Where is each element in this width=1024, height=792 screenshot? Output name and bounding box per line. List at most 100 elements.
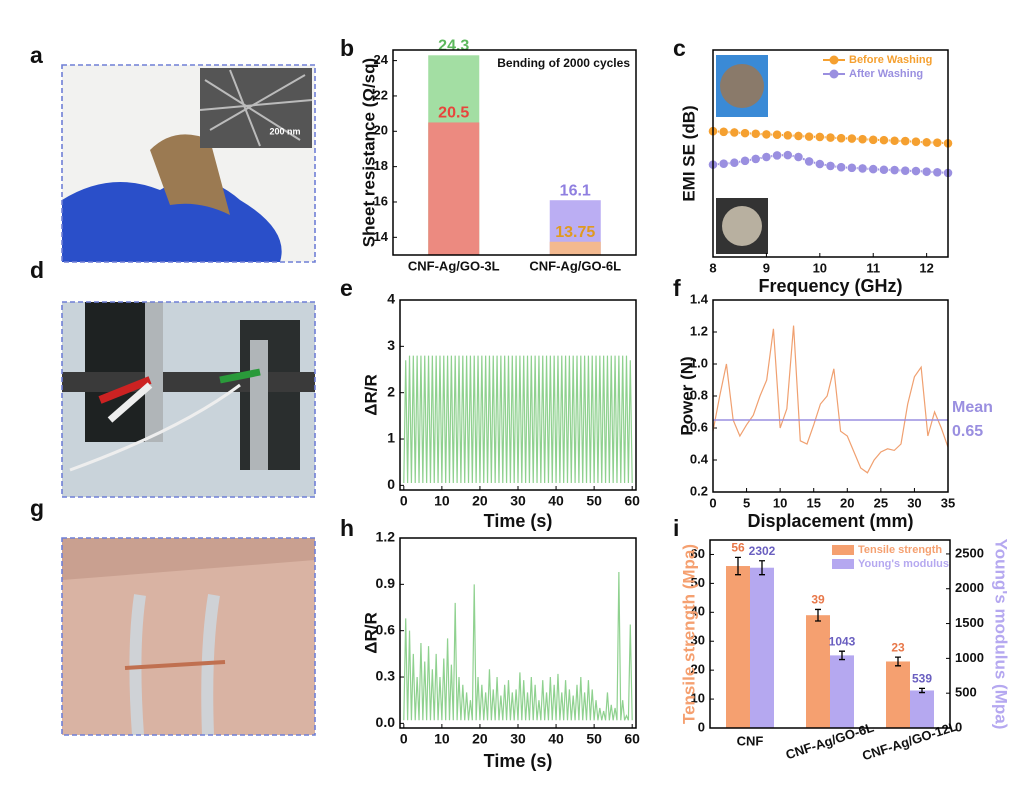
- x-tick-label: 0: [400, 493, 408, 509]
- plot-frame: [392, 49, 637, 256]
- y-tick-label: 1: [387, 430, 395, 446]
- x-tick-label: 60: [624, 493, 640, 509]
- marker: [718, 126, 729, 137]
- marker: [761, 129, 772, 140]
- marker: [836, 162, 847, 173]
- y-tick-label: 1.4: [690, 291, 709, 306]
- x-tick-label: 12: [919, 260, 933, 275]
- annotation: Bending of 2000 cycles: [497, 56, 630, 70]
- y-tick-label: 0.4: [690, 451, 709, 466]
- error-bar: [735, 556, 741, 576]
- x-axis-label: Time (s): [484, 511, 553, 531]
- value-label: 16.1: [560, 182, 591, 199]
- y-tick-label: 40: [691, 604, 705, 619]
- line: [712, 325, 949, 474]
- y-tick-label: 0: [698, 719, 705, 734]
- marker: [729, 157, 740, 168]
- marker: [750, 128, 761, 139]
- x-tick-label: 10: [773, 495, 787, 510]
- marker: [740, 128, 750, 139]
- y-tick-label: 0.2: [690, 483, 708, 498]
- photo-g: [61, 537, 316, 736]
- x-tick-label: 0: [400, 731, 408, 747]
- y-tick-label: 0.3: [376, 668, 396, 684]
- value-label: 39: [811, 593, 825, 607]
- marker: [793, 152, 804, 162]
- y-tick-label: 18: [374, 158, 388, 173]
- panel-label: d: [30, 257, 44, 283]
- x-tick-label: 40: [548, 493, 564, 509]
- error-bar: [759, 560, 765, 576]
- y-tick-label: 30: [691, 633, 705, 648]
- marker: [868, 164, 879, 175]
- y-tick-label: 14: [374, 229, 389, 244]
- marker: [911, 136, 921, 147]
- plot-frame: [712, 49, 949, 258]
- marker: [900, 165, 911, 176]
- marker: [825, 161, 836, 171]
- y2-tick-label: 1500: [955, 615, 984, 630]
- x-tick-label: 40: [548, 731, 564, 747]
- marker: [889, 135, 900, 146]
- plot-frame: [399, 299, 637, 491]
- x-tick-label: 50: [586, 493, 602, 509]
- x-tick-label: CNF: [737, 733, 764, 748]
- value-label: 56: [731, 541, 745, 555]
- marker: [729, 127, 740, 138]
- value-label: 24.3: [438, 38, 469, 55]
- y2-tick-label: 500: [955, 685, 977, 700]
- marker: [836, 133, 847, 144]
- marker: [846, 133, 857, 144]
- x-axis-label: Displacement (mm): [747, 511, 913, 531]
- panel-label: g: [30, 495, 44, 521]
- x-tick-label: 30: [510, 493, 526, 509]
- x-axis-label: Frequency (GHz): [758, 276, 902, 296]
- y-tick-label: 0.6: [376, 621, 396, 637]
- x-tick-label: 10: [434, 731, 450, 747]
- y-tick-label: 0.8: [690, 387, 708, 402]
- value-label: 1043: [829, 634, 856, 648]
- error-bar: [919, 687, 925, 694]
- marker: [804, 156, 815, 167]
- mean-label: Mean: [952, 399, 993, 416]
- value-label: 13.75: [555, 224, 595, 241]
- legend-swatch: [832, 559, 854, 569]
- marker: [782, 150, 793, 160]
- error-bar: [815, 608, 821, 622]
- marker: [932, 137, 943, 148]
- legend-label: Before Washing: [849, 54, 932, 66]
- marker: [900, 136, 911, 146]
- y2-tick-label: 1000: [955, 650, 984, 665]
- y-tick-label: 4: [387, 291, 395, 307]
- x-tick-label: 20: [472, 493, 488, 509]
- value-label: 539: [912, 672, 932, 686]
- marker: [889, 165, 900, 175]
- x-tick-label: 50: [586, 731, 602, 747]
- x-tick-label: 30: [510, 731, 526, 747]
- panel-label: i: [673, 515, 679, 541]
- plot-frame: [399, 537, 637, 729]
- x-tick-label: 9: [763, 260, 770, 275]
- y-tick-label: 16: [374, 193, 388, 208]
- y-tick-label: 22: [374, 87, 388, 102]
- marker: [718, 158, 729, 169]
- y-tick-label: 20: [374, 123, 388, 138]
- y-tick-label: 50: [691, 575, 705, 590]
- marker: [846, 162, 857, 173]
- plot-frame: [709, 539, 951, 729]
- y-axis-label: ΔR/R: [361, 612, 380, 654]
- x-tick-label: 35: [941, 495, 955, 510]
- legend-marker: [829, 55, 839, 65]
- x-tick-label: 20: [472, 731, 488, 747]
- bar: [806, 615, 830, 728]
- marker: [814, 132, 825, 142]
- panel-label: e: [340, 275, 353, 301]
- x-tick-label: 11: [866, 260, 880, 275]
- y-axis-label: EMI SE (dB): [679, 105, 698, 201]
- x-axis-label: Time (s): [484, 751, 553, 771]
- y-tick-label: 0: [387, 476, 395, 492]
- marker: [740, 155, 750, 166]
- line: [403, 571, 633, 721]
- x-tick-label: 60: [624, 731, 640, 747]
